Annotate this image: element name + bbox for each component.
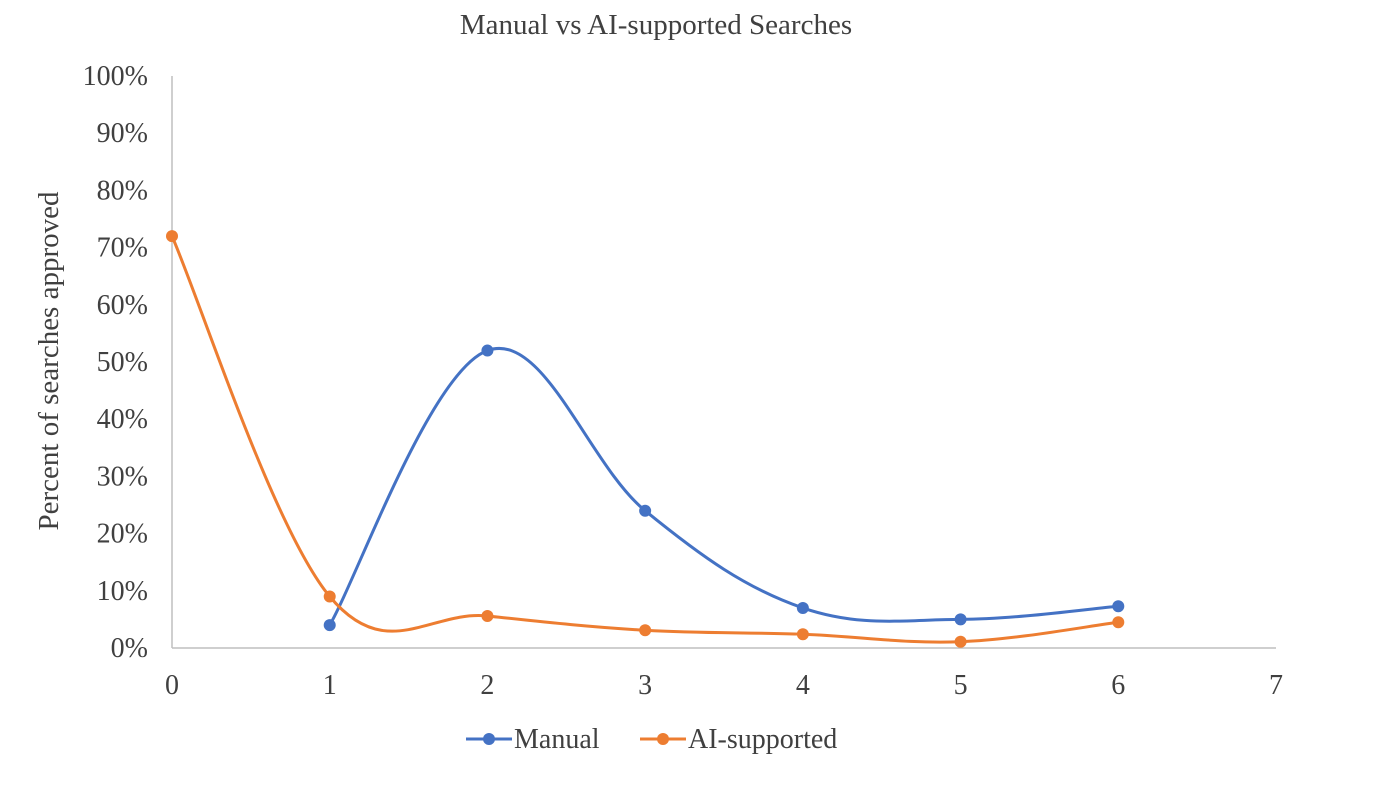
x-tick-label: 3 <box>638 670 652 701</box>
legend: Manual AI-supported <box>466 724 837 755</box>
axes: 0% 10% 20% 30% 40% 50% 60% 70% 80% 90% 100% 0 1 2 3 4 5 6… <box>83 61 1283 701</box>
x-tick-label: 1 <box>323 670 337 701</box>
chart-title: Manual vs AI-supported Searches <box>460 9 852 41</box>
data-point-manual <box>796 601 809 614</box>
y-tick-label: 80% <box>97 175 148 206</box>
y-tick-label: 20% <box>97 519 148 550</box>
legend-marker-dot-manual <box>483 733 495 745</box>
series-layer <box>166 230 1125 648</box>
x-tick-label: 2 <box>480 670 494 701</box>
data-point-ai-supported <box>166 230 178 243</box>
y-tick-label: 30% <box>97 461 148 492</box>
x-tick-label: 0 <box>165 670 179 701</box>
data-point-ai-supported <box>481 609 494 622</box>
x-tick-label: 6 <box>1111 670 1125 701</box>
legend-label-ai-supported: AI-supported <box>688 724 837 755</box>
x-tick-label: 5 <box>954 670 968 701</box>
data-point-ai-supported <box>954 635 967 648</box>
x-tick-label: 4 <box>796 670 810 701</box>
data-point-ai-supported <box>796 628 809 641</box>
legend-label-manual: Manual <box>514 724 600 755</box>
y-tick-label: 60% <box>97 290 148 321</box>
series-line-ai-supported <box>170 234 1120 644</box>
data-point-manual <box>323 619 336 632</box>
y-tick-label: 40% <box>97 404 148 435</box>
data-point-manual <box>481 344 494 357</box>
data-point-ai-supported <box>323 590 336 603</box>
y-tick-label: 10% <box>97 576 148 607</box>
y-tick-label: 90% <box>97 118 148 149</box>
data-point-manual <box>1112 600 1125 613</box>
series-line-manual <box>328 346 1120 627</box>
y-tick-label: 70% <box>97 233 148 264</box>
data-point-ai-supported <box>1112 616 1125 629</box>
legend-marker-dot-ai-supported <box>657 733 669 745</box>
data-point-manual <box>639 504 652 517</box>
data-point-manual <box>954 613 967 626</box>
x-tick-label: 7 <box>1269 670 1283 701</box>
y-tick-label: 50% <box>97 347 148 378</box>
y-tick-label: 0% <box>111 633 148 664</box>
y-tick-label: 100% <box>83 61 148 92</box>
data-point-ai-supported <box>639 624 652 637</box>
y-axis-title: Percent of searches approved <box>33 191 65 530</box>
